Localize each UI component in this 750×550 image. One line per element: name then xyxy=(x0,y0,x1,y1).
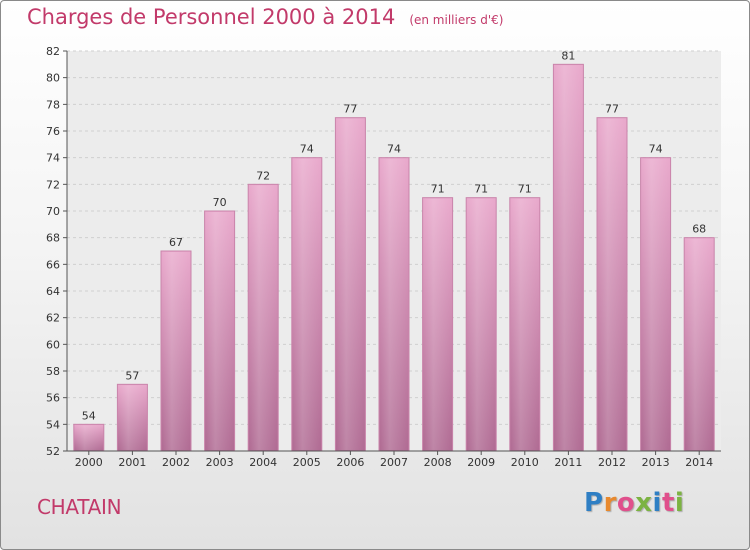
chart-subtitle: (en milliers d'€) xyxy=(409,13,504,27)
bars xyxy=(73,63,715,452)
bar-highlight xyxy=(598,118,626,451)
bar-highlight xyxy=(380,158,408,450)
y-tick-label: 56 xyxy=(46,392,60,405)
y-tick-label: 76 xyxy=(46,125,60,138)
y-tick-label: 72 xyxy=(46,178,60,191)
bar-highlight xyxy=(162,252,190,450)
data-label: 74 xyxy=(649,143,663,156)
bar-highlight xyxy=(205,212,234,450)
x-tick-label: 2001 xyxy=(118,456,146,469)
data-label: 68 xyxy=(692,223,706,236)
data-label: 74 xyxy=(300,143,314,156)
data-label: 74 xyxy=(387,143,401,156)
y-tick-label: 52 xyxy=(46,445,60,458)
logo-letter: i xyxy=(652,488,662,518)
x-tick-label: 2014 xyxy=(685,456,713,469)
data-label: 71 xyxy=(431,183,445,196)
logo-letter: x xyxy=(635,488,653,518)
y-tick-label: 64 xyxy=(46,285,60,298)
y-tick-label: 82 xyxy=(46,45,60,58)
data-label: 77 xyxy=(343,103,357,116)
logo-letter: r xyxy=(603,488,617,518)
x-tick-label: 2007 xyxy=(380,456,408,469)
y-tick-label: 58 xyxy=(46,365,60,378)
logo-letter: i xyxy=(674,488,685,518)
chart-title: Charges de Personnel 2000 à 2014 xyxy=(27,5,396,29)
bar-highlight xyxy=(249,185,278,451)
y-tick-label: 60 xyxy=(46,338,60,351)
x-tick-label: 2013 xyxy=(642,456,670,469)
x-tick-label: 2009 xyxy=(467,456,495,469)
bar-highlight xyxy=(336,118,365,451)
data-label: 77 xyxy=(605,103,619,116)
bar-highlight xyxy=(641,158,670,450)
data-label: 71 xyxy=(474,183,488,196)
x-tick-label: 2010 xyxy=(511,456,539,469)
x-tick-label: 2002 xyxy=(162,456,190,469)
x-tick-label: 2005 xyxy=(293,456,321,469)
x-tick-label: 2008 xyxy=(424,456,452,469)
y-tick-label: 66 xyxy=(46,258,60,271)
logo-letter: t xyxy=(661,488,675,518)
data-label: 71 xyxy=(518,183,532,196)
title-block: Charges de Personnel 2000 à 2014 (en mill… xyxy=(27,5,503,29)
data-label: 67 xyxy=(169,236,183,249)
bar-highlight xyxy=(118,385,147,450)
bar-highlight xyxy=(685,238,714,450)
labels: 52 54 56 58 60 62 64 66 68 70 72 74 76 78 80 82 54 2000 57… xyxy=(46,45,713,469)
brand-logo: Proxiti xyxy=(584,488,684,518)
bar-highlight xyxy=(423,198,452,450)
bar-highlight xyxy=(554,65,583,450)
logo-letter: P xyxy=(584,488,604,518)
y-tick-label: 54 xyxy=(46,418,60,431)
y-tick-label: 80 xyxy=(46,72,60,85)
data-label: 81 xyxy=(561,49,575,62)
bar-highlight xyxy=(467,198,496,450)
y-tick-label: 70 xyxy=(46,205,60,218)
axes xyxy=(63,50,721,455)
x-tick-label: 2011 xyxy=(554,456,582,469)
x-tick-label: 2003 xyxy=(206,456,234,469)
commune-name: CHATAIN xyxy=(37,495,122,519)
bar-highlight xyxy=(292,158,321,450)
x-tick-label: 2006 xyxy=(336,456,364,469)
x-tick-label: 2004 xyxy=(249,456,277,469)
y-tick-label: 74 xyxy=(46,152,60,165)
y-tick-label: 68 xyxy=(46,232,60,245)
data-label: 57 xyxy=(125,369,139,382)
data-label: 72 xyxy=(256,169,270,182)
bar-highlight xyxy=(510,198,539,450)
x-tick-label: 2000 xyxy=(75,456,103,469)
logo-letter: o xyxy=(616,488,636,518)
y-tick-label: 78 xyxy=(46,98,60,111)
x-tick-label: 2012 xyxy=(598,456,626,469)
data-label: 70 xyxy=(213,196,227,209)
bar-highlight xyxy=(74,425,103,450)
y-tick-label: 62 xyxy=(46,312,60,325)
data-label: 54 xyxy=(82,409,96,422)
